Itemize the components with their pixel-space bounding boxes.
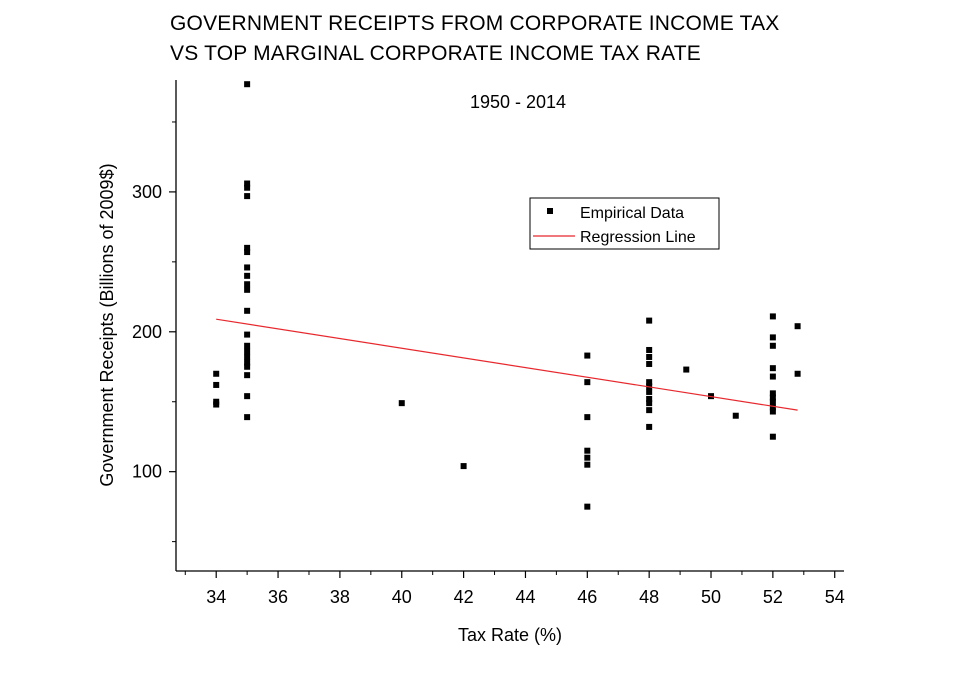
data-point <box>244 244 251 251</box>
data-point <box>794 370 801 377</box>
data-point <box>646 346 653 353</box>
data-point <box>398 400 405 407</box>
data-point <box>584 447 591 454</box>
data-point <box>244 286 251 293</box>
x-axis-label: Tax Rate (%) <box>458 625 562 645</box>
data-point <box>769 390 776 397</box>
data-point <box>244 393 251 400</box>
data-point <box>244 414 251 421</box>
data-point <box>769 433 776 440</box>
data-point <box>732 412 739 419</box>
chart-title-line-1: GOVERNMENT RECEIPTS FROM CORPORATE INCOM… <box>170 12 780 35</box>
data-point <box>646 317 653 324</box>
data-point <box>646 353 653 360</box>
data-point <box>244 331 251 338</box>
data-point <box>683 366 690 373</box>
data-point <box>244 363 251 370</box>
data-point <box>244 281 251 288</box>
chart-title-line-2: VS TOP MARGINAL CORPORATE INCOME TAX RAT… <box>170 42 701 65</box>
data-point <box>794 323 801 330</box>
data-point <box>244 307 251 314</box>
x-tick-label: 38 <box>330 587 350 607</box>
x-tick-label: 40 <box>392 587 412 607</box>
data-point <box>769 408 776 415</box>
data-point <box>769 313 776 320</box>
data-point <box>460 463 467 470</box>
data-point <box>646 423 653 430</box>
data-point <box>244 193 251 200</box>
data-point <box>769 334 776 341</box>
data-point <box>244 342 251 349</box>
x-tick-label: 34 <box>206 587 226 607</box>
x-tick-label: 36 <box>268 587 288 607</box>
data-point <box>769 398 776 405</box>
data-point <box>646 379 653 386</box>
data-point <box>244 359 251 366</box>
data-point <box>769 394 776 401</box>
data-point <box>646 395 653 402</box>
data-point <box>244 348 251 355</box>
data-point <box>213 381 220 388</box>
data-point <box>584 414 591 421</box>
data-point <box>244 372 251 379</box>
y-tick-label: 200 <box>132 322 162 342</box>
legend-label-empirical: Empirical Data <box>580 205 684 222</box>
data-point <box>646 407 653 414</box>
data-point <box>584 352 591 359</box>
legend: Empirical Data Regression Line <box>529 197 720 250</box>
data-point <box>244 180 251 187</box>
chart-subtitle: 1950 - 2014 <box>470 92 566 112</box>
data-point <box>646 360 653 367</box>
data-point <box>646 400 653 407</box>
chart-marks <box>213 81 801 510</box>
y-tick-label: 100 <box>132 462 162 482</box>
x-tick-label: 52 <box>763 587 783 607</box>
data-point <box>769 404 776 411</box>
data-point <box>769 373 776 380</box>
x-tick-label: 50 <box>701 587 721 607</box>
data-point <box>584 461 591 468</box>
legend-box <box>529 197 720 250</box>
data-point <box>769 342 776 349</box>
data-point <box>646 388 653 395</box>
data-point <box>244 264 251 271</box>
data-point <box>584 503 591 510</box>
data-point <box>244 184 251 191</box>
data-point <box>244 353 251 360</box>
data-point <box>244 249 251 256</box>
data-point <box>769 365 776 372</box>
x-tick-label: 44 <box>515 587 535 607</box>
data-point <box>244 81 251 88</box>
data-point <box>213 370 220 377</box>
data-point <box>584 454 591 461</box>
x-tick-label: 46 <box>577 587 597 607</box>
x-tick-label: 42 <box>454 587 474 607</box>
legend-label-regression: Regression Line <box>580 229 696 246</box>
axes: 34 36 38 40 42 44 46 48 50 52 54 100 200 300 <box>132 80 845 607</box>
data-point <box>244 272 251 279</box>
x-tick-label: 54 <box>825 587 845 607</box>
data-point <box>584 379 591 386</box>
y-tick-label: 300 <box>132 182 162 202</box>
data-point <box>213 401 220 408</box>
x-tick-label: 48 <box>639 587 659 607</box>
regression-line <box>216 318 798 411</box>
legend-scatter-swatch <box>547 208 553 214</box>
y-axis-label: Government Receipts (Billions of 2009$) <box>97 163 117 486</box>
